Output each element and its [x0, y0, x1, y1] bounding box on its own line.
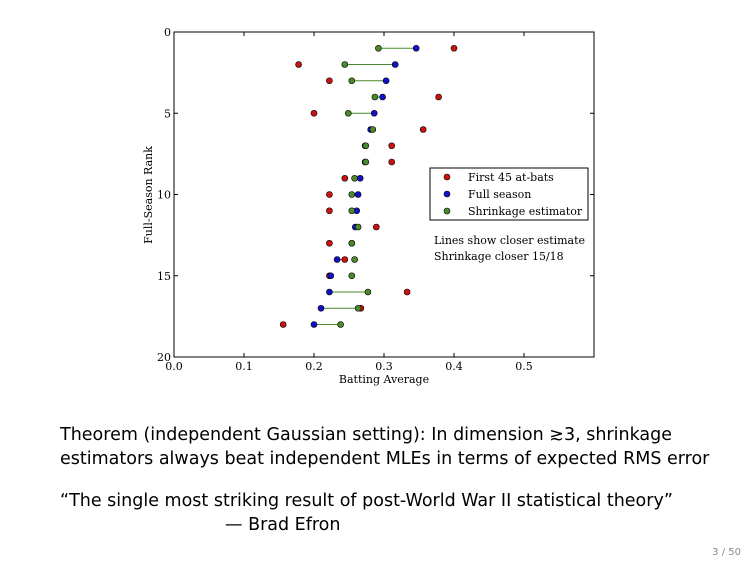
shrinkage-point	[364, 288, 372, 296]
shrinkage-point	[354, 304, 362, 312]
shrinkage-point	[369, 126, 377, 133]
y-tick-label: 15	[157, 270, 171, 283]
fullseason-point	[327, 272, 335, 280]
first45-point	[326, 77, 333, 85]
theorem-line-1: Theorem (independent Gaussian setting): …	[60, 425, 672, 445]
x-tick-label: 0.1	[235, 360, 253, 373]
shrinkage-point	[362, 158, 370, 166]
shrinkage-point	[337, 321, 344, 328]
quote-text: “The single most striking result of post…	[60, 491, 673, 511]
annotation-shrinkage-count: Shrinkage closer 15/18	[434, 250, 564, 263]
fullseason-point	[317, 304, 325, 312]
fullseason-point	[379, 93, 386, 101]
legend-label-first45: First 45 at-bats	[468, 171, 554, 184]
fullseason-point	[354, 191, 362, 198]
shrinkage-point	[362, 142, 370, 150]
data-points	[279, 44, 458, 328]
shrinkage-point	[351, 256, 358, 263]
shrinkage-point	[348, 207, 356, 215]
theorem-line-2: estimators always beat independent MLEs …	[60, 449, 710, 469]
shrinkage-point	[348, 239, 356, 247]
shrinkage-point	[371, 93, 379, 101]
y-axis-label: Full-Season Rank	[142, 146, 155, 244]
comparison-lines	[314, 47, 417, 325]
shrinkage-point	[348, 77, 356, 85]
y-tick-label: 20	[157, 351, 171, 364]
y-tick-label: 5	[164, 107, 171, 120]
fullseason-point	[333, 256, 341, 263]
first45-point	[388, 158, 396, 166]
first45-point	[310, 109, 318, 117]
x-tick-label: 0.3	[375, 360, 393, 373]
first45-point	[279, 321, 287, 328]
legend-marker-first45	[443, 173, 451, 181]
legend-box	[429, 167, 589, 221]
first45-point	[341, 174, 349, 182]
y-tick-label: 0	[164, 26, 171, 39]
fullseason-point	[326, 288, 333, 296]
first45-point	[435, 93, 442, 101]
shrinkage-point	[351, 174, 358, 182]
theorem-text: Theorem (independent Gaussian setting): …	[60, 423, 709, 471]
fullseason-point	[356, 174, 364, 182]
shrinkage-point	[375, 44, 382, 52]
legend-label-shrinkage: Shrinkage estimator	[468, 205, 583, 218]
shrinkage-chart: 0.0 0.1 0.2 0.3 0.4 0.5 0 5 10 15 20 Batting Avera…	[142, 26, 595, 386]
fullseason-point	[370, 109, 378, 117]
shrinkage-point	[354, 223, 362, 231]
first45-point	[388, 142, 396, 150]
first45-point	[341, 256, 349, 263]
first45-point	[326, 191, 333, 198]
fullseason-point	[391, 61, 399, 68]
quote-block: “The single most striking result of post…	[60, 489, 673, 537]
first45-point	[326, 239, 333, 247]
x-tick-label: 0.0	[165, 360, 183, 373]
first45-point	[450, 44, 458, 52]
page-number: 3 / 50	[712, 547, 741, 558]
legend-marker-shrinkage	[443, 207, 451, 215]
fullseason-point	[412, 44, 420, 52]
first45-point	[419, 126, 427, 133]
x-axis-label: Batting Average	[339, 373, 429, 386]
shrinkage-point	[348, 272, 356, 280]
x-tick-label: 0.5	[515, 360, 533, 373]
legend-label-fullseason: Full season	[468, 188, 531, 201]
first45-point	[326, 207, 333, 215]
fullseason-point	[382, 77, 390, 85]
first45-point	[403, 288, 411, 296]
y-tick-label: 10	[157, 189, 171, 202]
annotation-lines-note: Lines show closer estimate	[434, 234, 585, 247]
x-tick-label: 0.2	[305, 360, 323, 373]
first45-point	[372, 223, 380, 231]
fullseason-point	[310, 321, 318, 328]
first45-point	[295, 61, 302, 68]
shrinkage-point	[348, 191, 356, 198]
legend-marker-fullseason	[443, 190, 451, 198]
shrinkage-point	[341, 61, 349, 68]
quote-attribution: — Brad Efron	[225, 515, 341, 535]
axis-ticks: 0.0 0.1 0.2 0.3 0.4 0.5 0 5 10 15 20	[157, 26, 594, 373]
shrinkage-point	[344, 109, 352, 117]
x-tick-label: 0.4	[445, 360, 463, 373]
legend: First 45 at-bats Full season Shrinkage e…	[429, 167, 589, 221]
